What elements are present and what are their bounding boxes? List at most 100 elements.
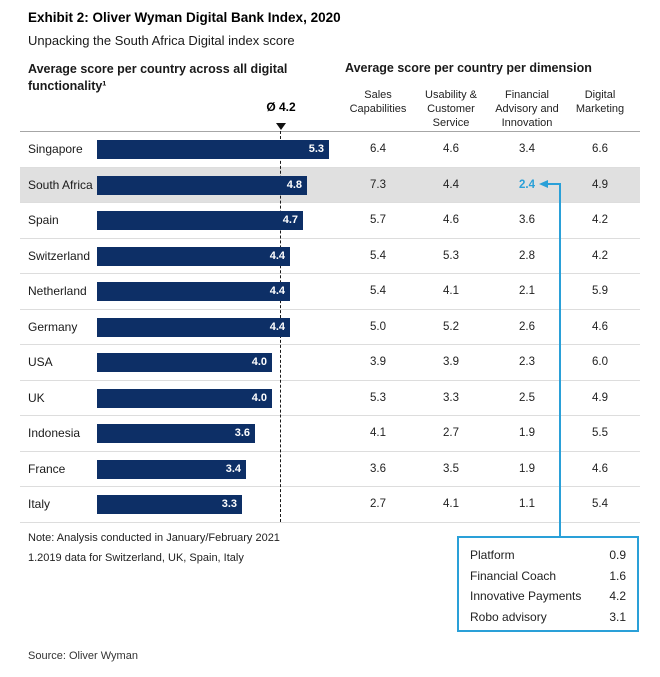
score-bar: 3.3 <box>97 495 242 514</box>
cell-sales-capabilities: 5.4 <box>370 285 386 297</box>
cell-financial-advisory-innovation: 2.1 <box>519 285 535 297</box>
cell-digital-marketing: 5.9 <box>592 285 608 297</box>
callout-item-label: Innovative Payments <box>470 589 582 603</box>
cell-financial-advisory-innovation: 1.1 <box>519 498 535 510</box>
score-bar: 3.4 <box>97 459 246 479</box>
cell-financial-advisory-innovation: 2.5 <box>519 391 535 404</box>
callout-item-value: 0.9 <box>609 548 626 562</box>
cell-digital-marketing: 5.4 <box>592 498 608 510</box>
callout-item-label: Platform <box>470 548 515 562</box>
table-row: Singapore 5.3 6.4 4.6 3.4 6.6 <box>20 132 640 168</box>
country-label: Singapore <box>28 142 83 156</box>
cell-financial-advisory-innovation: 2.4 <box>519 178 535 191</box>
column-header-usability-customer-service: Usability & Customer Service <box>425 89 477 129</box>
table-row: South Africa 4.8 7.3 4.4 2.4 4.9 <box>20 167 640 203</box>
score-bar: 4.4 <box>97 246 290 266</box>
cell-sales-capabilities: 5.3 <box>370 391 386 404</box>
cell-digital-marketing: 4.6 <box>592 320 608 333</box>
country-label: Spain <box>28 213 59 227</box>
score-bar-value: 4.4 <box>269 320 285 333</box>
score-bar-value: 4.8 <box>286 178 302 191</box>
score-bar: 4.8 <box>97 175 307 195</box>
country-label: France <box>28 461 66 476</box>
score-bar: 4.0 <box>97 353 272 372</box>
cell-usability-customer-service: 3.9 <box>443 356 459 368</box>
column-header-financial-advisory-innovation: Financial Advisory and Innovation <box>495 89 559 129</box>
cell-financial-advisory-innovation: 3.4 <box>519 143 535 155</box>
callout-item-label: Financial Coach <box>470 568 557 583</box>
cell-usability-customer-service: 2.7 <box>443 427 459 439</box>
cell-financial-advisory-innovation: 3.6 <box>519 214 535 226</box>
cell-sales-capabilities: 4.1 <box>370 427 386 439</box>
table-row: Switzerland 4.4 5.4 5.3 2.8 4.2 <box>20 239 640 274</box>
cell-digital-marketing: 4.9 <box>592 178 608 191</box>
cell-sales-capabilities: 3.6 <box>370 462 386 475</box>
score-bar: 5.3 <box>97 140 329 159</box>
cell-financial-advisory-innovation: 2.6 <box>519 320 535 333</box>
table-row: Spain 4.7 5.7 4.6 3.6 4.2 <box>20 203 640 239</box>
cell-financial-advisory-innovation: 2.8 <box>519 249 535 262</box>
cell-usability-customer-service: 4.6 <box>443 143 459 155</box>
cell-sales-capabilities: 6.4 <box>370 143 386 155</box>
cell-financial-advisory-innovation: 1.9 <box>519 462 535 475</box>
cell-sales-capabilities: 3.9 <box>370 356 386 368</box>
callout-item: Robo advisory 3.1 <box>470 607 626 628</box>
cell-usability-customer-service: 4.6 <box>443 214 459 226</box>
callout-item-label: Robo advisory <box>470 609 547 624</box>
country-label: Italy <box>28 497 51 511</box>
callout-item: Financial Coach 1.6 <box>470 566 626 587</box>
average-marker-label: Ø 4.2 <box>266 100 296 114</box>
note-line-2: 1.2019 data for Switzerland, UK, Spain, … <box>28 552 244 564</box>
country-label: UK <box>28 390 45 405</box>
callout-item-value: 4.2 <box>609 589 626 603</box>
notes-block: Note: Analysis conducted in January/Febr… <box>28 528 280 568</box>
table-row: France 3.4 3.6 3.5 1.9 4.6 <box>20 452 640 487</box>
cell-sales-capabilities: 5.7 <box>370 214 386 226</box>
exhibit-title: Exhibit 2: Oliver Wyman Digital Bank Ind… <box>28 10 341 25</box>
table-row: UK 4.0 5.3 3.3 2.5 4.9 <box>20 381 640 416</box>
cell-financial-advisory-innovation: 2.3 <box>519 356 535 368</box>
cell-digital-marketing: 4.2 <box>592 214 608 226</box>
table-row: Netherland 4.4 5.4 4.1 2.1 5.9 <box>20 274 640 310</box>
score-bar-value: 4.7 <box>282 214 298 226</box>
column-header-digital-marketing: Digital Marketing <box>575 89 625 115</box>
country-label: Indonesia <box>28 426 81 440</box>
callout-box: Platform 0.9 Financial Coach 1.6 Innovat… <box>457 536 639 632</box>
cell-sales-capabilities: 5.0 <box>370 320 386 333</box>
cell-usability-customer-service: 4.4 <box>443 178 459 191</box>
score-bar-value: 4.4 <box>269 285 285 297</box>
cell-sales-capabilities: 5.4 <box>370 249 386 262</box>
callout-item: Innovative Payments 4.2 <box>470 586 626 607</box>
cell-usability-customer-service: 3.3 <box>443 391 459 404</box>
cell-sales-capabilities: 2.7 <box>370 498 386 510</box>
table-row: Indonesia 3.6 4.1 2.7 1.9 5.5 <box>20 416 640 452</box>
chart-table-rows: Singapore 5.3 6.4 4.6 3.4 6.6 South Afri… <box>20 131 640 523</box>
score-bar: 4.4 <box>97 317 290 337</box>
country-label: South Africa <box>28 177 93 192</box>
cell-digital-marketing: 4.2 <box>592 249 608 262</box>
highlight-connector-vertical <box>559 183 561 537</box>
cell-digital-marketing: 4.6 <box>592 462 608 475</box>
score-bar-value: 4.0 <box>251 356 267 368</box>
table-row: Italy 3.3 2.7 4.1 1.1 5.4 <box>20 487 640 523</box>
cell-sales-capabilities: 7.3 <box>370 178 386 191</box>
score-bar: 3.6 <box>97 424 255 443</box>
left-section-title: Average score per country across all dig… <box>28 62 288 93</box>
callout-item-value: 3.1 <box>609 609 626 624</box>
score-bar-value: 4.0 <box>251 391 267 404</box>
country-label: Switzerland <box>28 248 91 263</box>
cell-financial-advisory-innovation: 1.9 <box>519 427 535 439</box>
exhibit-subtitle: Unpacking the South Africa Digital index… <box>28 33 295 48</box>
table-row: Germany 4.4 5.0 5.2 2.6 4.6 <box>20 310 640 345</box>
average-marker-triangle-icon <box>276 123 286 130</box>
source-text: Source: Oliver Wyman <box>28 650 138 662</box>
cell-usability-customer-service: 5.2 <box>443 320 459 333</box>
score-bar: 4.7 <box>97 211 303 230</box>
country-label: USA <box>28 355 53 369</box>
cell-digital-marketing: 6.0 <box>592 356 608 368</box>
cell-usability-customer-service: 4.1 <box>443 285 459 297</box>
score-bar-value: 5.3 <box>308 143 324 155</box>
right-section-title: Average score per country per dimension <box>345 61 592 75</box>
score-bar-value: 3.3 <box>221 498 237 510</box>
